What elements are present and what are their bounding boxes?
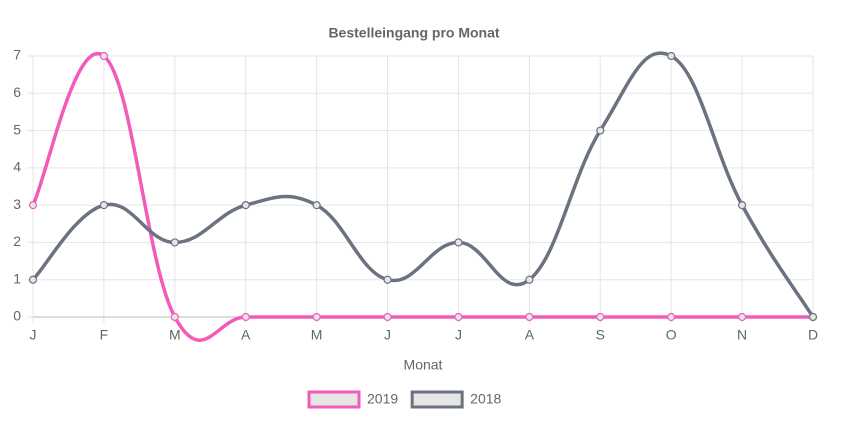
y-tick-label: 0 xyxy=(13,308,21,324)
point xyxy=(525,275,534,284)
point xyxy=(170,238,179,247)
chart-title: Bestelleingang pro Monat xyxy=(328,25,499,41)
x-tick-label: A xyxy=(525,327,535,343)
point xyxy=(454,312,463,322)
point xyxy=(667,312,676,322)
legend-label: 2019 xyxy=(367,391,398,407)
x-tick-label: A xyxy=(241,327,251,343)
series-line xyxy=(31,51,813,342)
point xyxy=(312,312,321,322)
x-tick-label: M xyxy=(311,327,323,343)
x-axis-label: Monat xyxy=(404,357,443,373)
point xyxy=(28,201,38,210)
legend-swatch xyxy=(410,390,464,409)
legend-label: 2018 xyxy=(470,391,501,407)
point xyxy=(383,275,392,284)
point xyxy=(454,238,463,247)
point xyxy=(667,51,676,61)
x-tick-label: M xyxy=(169,327,181,343)
point xyxy=(170,312,179,322)
x-tick-label: S xyxy=(596,327,605,343)
point xyxy=(28,275,38,284)
x-tick-label: O xyxy=(666,327,677,343)
x-tick-label: N xyxy=(737,327,747,343)
point xyxy=(241,201,250,210)
point xyxy=(737,201,747,210)
point xyxy=(596,312,605,322)
point xyxy=(312,201,321,210)
point xyxy=(383,312,392,322)
x-tick-label: F xyxy=(100,327,109,343)
y-tick-label: 1 xyxy=(13,270,21,286)
x-tick-label: J xyxy=(30,327,37,343)
point xyxy=(525,312,534,322)
point xyxy=(737,312,747,322)
y-tick-label: 3 xyxy=(13,196,21,212)
y-tick-label: 4 xyxy=(13,159,21,175)
y-tick-label: 5 xyxy=(13,121,21,137)
point xyxy=(808,312,818,322)
x-tick-label: J xyxy=(384,327,391,343)
y-tick-label: 2 xyxy=(13,233,21,249)
y-tick-label: 6 xyxy=(13,84,21,100)
point xyxy=(241,312,250,322)
x-tick-label: J xyxy=(455,327,462,343)
series-line xyxy=(31,51,815,318)
point xyxy=(99,51,109,61)
legend-swatch xyxy=(307,390,361,409)
x-tick-label: D xyxy=(808,327,818,343)
point xyxy=(99,201,109,210)
y-tick-label: 7 xyxy=(13,47,21,63)
point xyxy=(596,126,605,135)
